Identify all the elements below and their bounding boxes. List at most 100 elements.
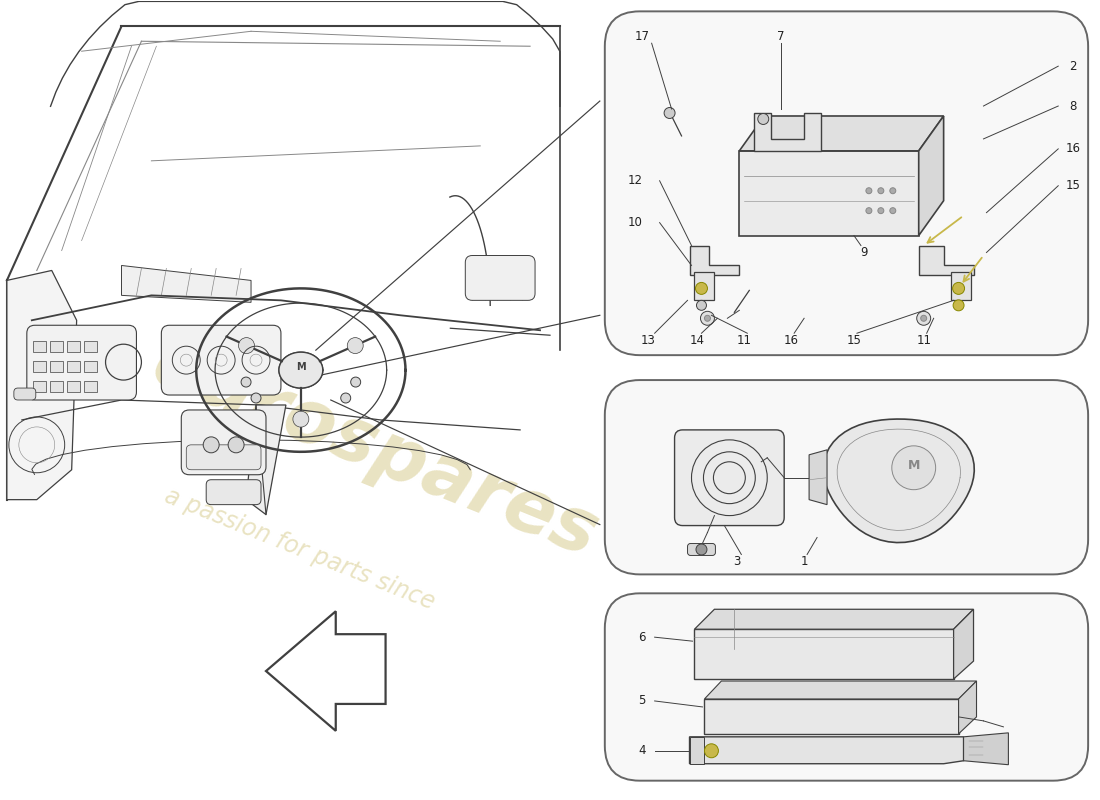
Text: 7: 7: [778, 30, 785, 42]
Polygon shape: [279, 352, 322, 388]
FancyBboxPatch shape: [605, 11, 1088, 355]
Text: 16: 16: [783, 334, 799, 346]
Circle shape: [696, 544, 707, 555]
Polygon shape: [755, 113, 821, 151]
Text: eurospares: eurospares: [142, 327, 608, 573]
Text: 11: 11: [737, 334, 751, 346]
Circle shape: [890, 188, 895, 194]
Text: 14: 14: [690, 334, 705, 346]
Circle shape: [892, 446, 936, 490]
Text: 8: 8: [1069, 99, 1077, 113]
Text: 9: 9: [860, 246, 868, 259]
Bar: [84, 361, 97, 372]
Bar: [67, 361, 79, 372]
Text: 12: 12: [627, 174, 642, 187]
Bar: [50, 381, 63, 392]
FancyBboxPatch shape: [182, 410, 266, 474]
Polygon shape: [704, 699, 958, 734]
Polygon shape: [810, 450, 827, 505]
Circle shape: [348, 338, 363, 354]
Polygon shape: [958, 681, 977, 734]
Bar: [67, 381, 79, 392]
Circle shape: [704, 315, 711, 322]
Circle shape: [866, 208, 872, 214]
Polygon shape: [694, 273, 714, 300]
FancyBboxPatch shape: [465, 255, 535, 300]
Text: 15: 15: [1066, 179, 1080, 192]
Text: 4: 4: [638, 744, 646, 758]
Polygon shape: [739, 116, 944, 151]
Bar: [50, 361, 63, 372]
Circle shape: [953, 282, 965, 294]
Circle shape: [701, 311, 714, 326]
Circle shape: [866, 188, 872, 194]
Polygon shape: [246, 405, 286, 514]
Polygon shape: [954, 610, 974, 679]
Text: 1: 1: [801, 555, 807, 568]
Text: a passion for parts since: a passion for parts since: [162, 484, 439, 615]
Polygon shape: [121, 266, 251, 302]
Bar: [33, 342, 46, 352]
Polygon shape: [739, 151, 918, 235]
FancyBboxPatch shape: [605, 594, 1088, 781]
Polygon shape: [266, 611, 386, 731]
Text: 10: 10: [627, 216, 642, 229]
Circle shape: [916, 311, 931, 326]
Polygon shape: [690, 737, 704, 764]
Circle shape: [695, 282, 707, 294]
Circle shape: [878, 188, 883, 194]
Polygon shape: [918, 116, 944, 235]
Text: 3: 3: [734, 555, 741, 568]
FancyBboxPatch shape: [26, 326, 136, 400]
FancyBboxPatch shape: [674, 430, 784, 526]
Bar: [33, 381, 46, 392]
Text: 13: 13: [640, 334, 656, 346]
FancyBboxPatch shape: [206, 480, 261, 505]
Circle shape: [890, 208, 895, 214]
Polygon shape: [694, 630, 954, 679]
Text: 17: 17: [635, 30, 649, 42]
Circle shape: [878, 208, 883, 214]
FancyBboxPatch shape: [162, 326, 280, 395]
FancyBboxPatch shape: [186, 445, 261, 470]
Polygon shape: [694, 610, 974, 630]
Polygon shape: [950, 273, 970, 300]
Bar: [84, 342, 97, 352]
Circle shape: [696, 300, 706, 310]
Text: 6: 6: [638, 630, 646, 644]
Circle shape: [293, 411, 309, 427]
Circle shape: [228, 437, 244, 453]
Circle shape: [241, 377, 251, 387]
Polygon shape: [690, 737, 964, 764]
FancyBboxPatch shape: [14, 388, 36, 400]
Polygon shape: [704, 681, 977, 699]
Polygon shape: [918, 246, 974, 275]
Polygon shape: [964, 733, 1009, 765]
Circle shape: [341, 393, 351, 403]
Text: 16: 16: [1066, 142, 1080, 155]
Polygon shape: [690, 246, 739, 275]
Circle shape: [704, 744, 718, 758]
Bar: [67, 342, 79, 352]
FancyBboxPatch shape: [688, 543, 715, 555]
Circle shape: [921, 315, 926, 322]
Circle shape: [239, 338, 254, 354]
FancyBboxPatch shape: [605, 380, 1088, 574]
Text: 11: 11: [916, 334, 932, 346]
Bar: [33, 361, 46, 372]
Text: M: M: [296, 362, 306, 372]
Polygon shape: [7, 270, 77, 500]
Bar: [84, 381, 97, 392]
Text: 2: 2: [1069, 60, 1077, 73]
Bar: [50, 342, 63, 352]
Text: M: M: [908, 459, 920, 472]
Polygon shape: [823, 419, 975, 542]
Circle shape: [758, 114, 769, 125]
Circle shape: [953, 300, 964, 311]
Circle shape: [351, 377, 361, 387]
Circle shape: [251, 393, 261, 403]
Circle shape: [664, 107, 675, 118]
Circle shape: [204, 437, 219, 453]
Text: 5: 5: [638, 694, 646, 707]
Text: 15: 15: [847, 334, 861, 346]
